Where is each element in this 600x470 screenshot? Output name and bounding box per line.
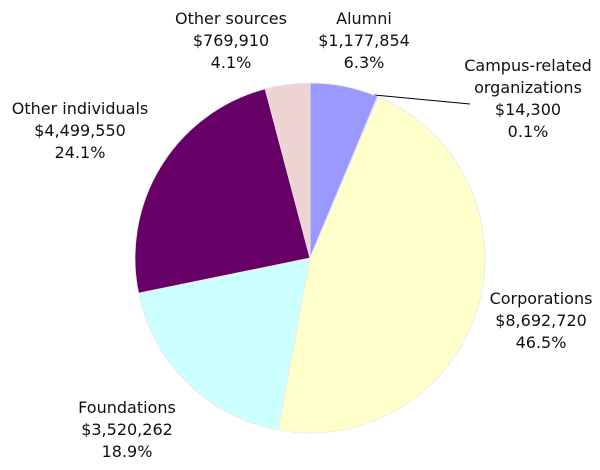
slice-label: Other individuals $4,499,550 24.1% xyxy=(0,98,160,164)
category-label: Other sources xyxy=(175,9,287,28)
category-label: Alumni xyxy=(336,9,392,28)
slice-label: Foundations $3,520,262 18.9% xyxy=(57,397,197,463)
value-label: $4,499,550 xyxy=(34,121,126,140)
value-label: $8,692,720 xyxy=(495,311,587,330)
pie-slice xyxy=(264,82,311,259)
percent-label: 6.3% xyxy=(343,53,385,72)
percent-label: 24.1% xyxy=(54,143,106,162)
slice-label: Corporations $8,692,720 46.5% xyxy=(471,288,600,354)
pie-slice xyxy=(277,96,486,434)
slice-label: Alumni $1,177,854 6.3% xyxy=(304,8,424,74)
value-label: $769,910 xyxy=(192,31,270,50)
percent-label: 46.5% xyxy=(515,333,567,352)
percent-label: 18.9% xyxy=(101,442,153,461)
pie-slice xyxy=(138,257,311,431)
slice-label: Campus-related organizations $14,300 0.1% xyxy=(453,55,600,143)
value-label: $3,520,262 xyxy=(81,420,173,439)
pie-slice xyxy=(134,88,311,294)
category-label: Campus-related organizations xyxy=(464,56,592,97)
category-label: Foundations xyxy=(78,398,176,417)
category-label: Corporations xyxy=(489,289,593,308)
leader-line xyxy=(373,94,471,105)
category-label: Other individuals xyxy=(11,99,149,118)
value-label: $1,177,854 xyxy=(318,31,410,50)
value-label: $14,300 xyxy=(494,100,562,119)
percent-label: 4.1% xyxy=(210,53,252,72)
slice-label: Other sources $769,910 4.1% xyxy=(161,8,301,74)
percent-label: 0.1% xyxy=(507,122,549,141)
